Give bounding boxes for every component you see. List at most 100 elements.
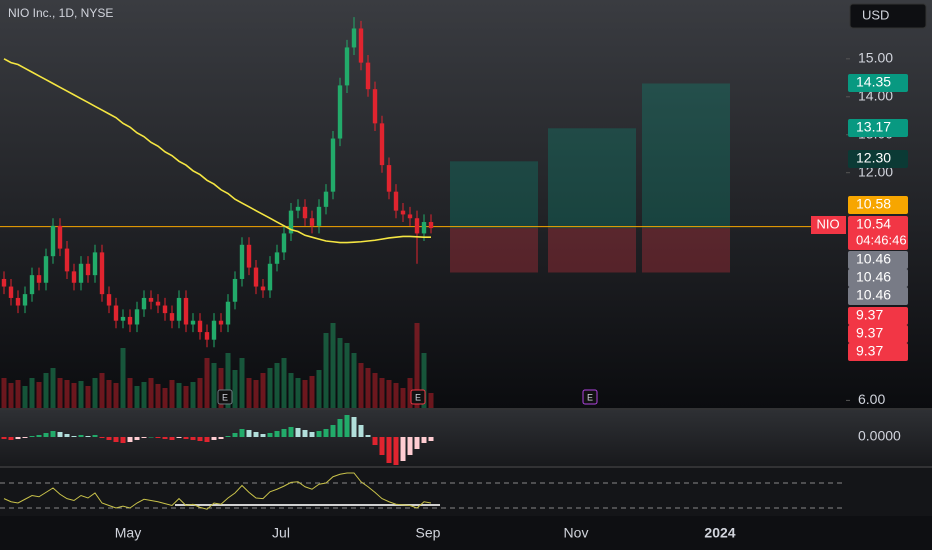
candle-body: [85, 263, 91, 276]
x-tick-label: Sep: [416, 525, 441, 541]
x-tick-label: Jul: [272, 525, 290, 541]
volume-bar: [71, 383, 77, 408]
price-label-box: [848, 196, 908, 214]
candle-body: [64, 248, 70, 272]
macd-bar: [330, 425, 336, 437]
price-label-box: [848, 287, 908, 305]
volume-bar: [15, 380, 21, 408]
y-tick-label: 6.00: [858, 391, 885, 407]
macd-bar: [246, 430, 252, 437]
candle-body: [323, 191, 329, 207]
price-label: 10.58: [856, 196, 891, 212]
rsi-line: [3, 472, 432, 510]
macd-bar: [218, 437, 224, 439]
volume-bar: [85, 386, 91, 408]
candle-body: [365, 62, 371, 90]
price-label-box: [848, 251, 908, 269]
candle-body: [358, 28, 364, 63]
currency-button[interactable]: [849, 3, 927, 29]
candle-body: [15, 297, 21, 306]
volume-bar: [99, 373, 105, 408]
macd-tick-label: 0.0000: [858, 428, 901, 444]
candle-body: [148, 297, 154, 302]
volume-bar: [428, 393, 434, 408]
volume-bar: [120, 348, 126, 408]
volume-bar: [407, 378, 413, 408]
candle-body: [400, 210, 406, 215]
candle-body: [162, 305, 168, 314]
volume-bar: [218, 368, 224, 408]
volume-bar: [365, 368, 371, 408]
macd-bar: [36, 435, 42, 437]
macd-bar: [323, 429, 329, 437]
candle-body: [379, 123, 385, 166]
macd-bar: [253, 432, 259, 437]
volume-bar: [92, 378, 98, 408]
volume-bar: [400, 388, 406, 408]
price-label-box: [848, 325, 908, 343]
candle-body: [330, 138, 336, 192]
candle-body: [50, 225, 56, 257]
candle-body: [260, 286, 266, 291]
volume-bar: [330, 323, 336, 408]
macd-bar: [267, 433, 273, 437]
macd-bar: [169, 437, 175, 440]
price-label-box: [848, 74, 908, 92]
candle-body: [225, 301, 231, 325]
volume-bar: [204, 358, 210, 408]
moving-average: [3, 58, 431, 244]
macd-bar: [379, 437, 385, 455]
macd-bar: [1, 437, 7, 439]
symbol-box: [811, 216, 846, 234]
volume-bar: [197, 378, 203, 408]
volume-bar: [176, 383, 182, 408]
macd-bar: [197, 437, 203, 441]
candle-body: [274, 252, 280, 264]
candle-body: [295, 206, 301, 211]
candle-body: [386, 165, 392, 192]
macd-bar: [407, 437, 413, 455]
price-label: 12.30: [856, 150, 891, 166]
volume-bar: [148, 378, 154, 408]
volume-bar: [8, 383, 14, 408]
volume-bar: [386, 380, 392, 408]
currency: USD: [862, 7, 889, 22]
volume-bar: [260, 373, 266, 408]
macd-bar: [274, 431, 280, 437]
volume-bar: [232, 370, 238, 408]
candle-body: [302, 206, 308, 219]
volume-bar: [36, 382, 42, 408]
stop-zone: [450, 228, 538, 273]
candle-body: [239, 244, 245, 279]
macd-bar: [344, 415, 350, 437]
volume-bar: [43, 373, 49, 408]
candle-body: [176, 297, 182, 321]
price-label: 9.37: [856, 343, 883, 359]
earnings-label: E: [222, 392, 228, 402]
x-tick-label: 2024: [704, 525, 735, 541]
volume-bar: [323, 333, 329, 408]
candle-body: [134, 309, 140, 325]
candle-body: [232, 278, 238, 302]
y-tick-label: 15.00: [858, 50, 893, 66]
candle-body: [267, 263, 273, 291]
macd-bar: [148, 437, 154, 438]
volume-bar: [22, 386, 28, 408]
price-label-box: [848, 307, 908, 325]
volume-bar: [344, 343, 350, 408]
candle-body: [127, 316, 133, 325]
candle-body: [211, 320, 217, 340]
candle-body: [337, 85, 343, 139]
volume-bar: [50, 368, 56, 408]
volume-bar: [414, 323, 420, 408]
volume-bar: [113, 383, 119, 408]
x-tick-label: May: [115, 525, 141, 541]
macd-bar: [190, 437, 196, 440]
volume-bar: [57, 378, 63, 408]
target-zone: [642, 83, 730, 229]
stop-zone: [548, 228, 636, 273]
volume-bar: [302, 380, 308, 408]
macd-bar: [127, 437, 133, 442]
